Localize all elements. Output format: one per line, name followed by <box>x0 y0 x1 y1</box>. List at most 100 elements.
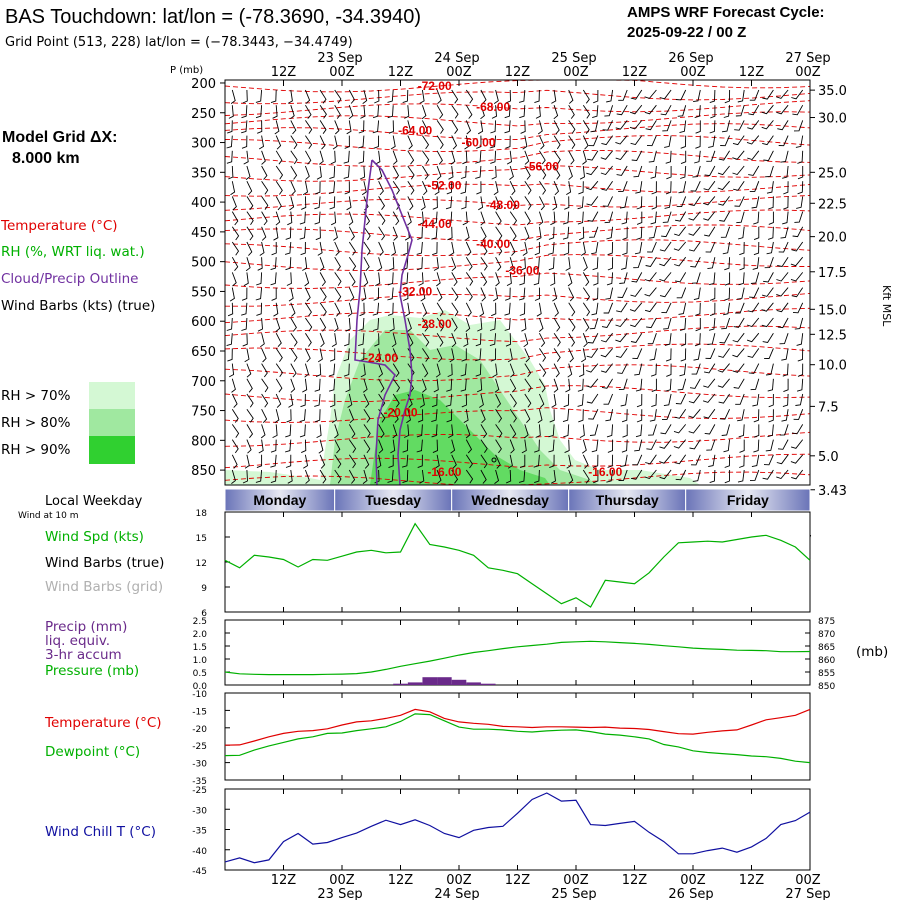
wind-barb <box>480 469 487 484</box>
time-label: 12Z <box>388 65 414 80</box>
wind-barb <box>704 424 716 435</box>
wind-barb <box>319 135 326 150</box>
wind-barb <box>666 363 672 377</box>
wind-barb <box>246 363 252 378</box>
wind-barb <box>753 409 760 423</box>
wind-barb <box>673 439 687 449</box>
isotherm-line <box>224 343 811 361</box>
wind-barb <box>582 333 588 348</box>
wind-barb <box>524 393 532 408</box>
wind-barb <box>777 256 789 268</box>
wind-barb <box>601 180 613 191</box>
wind-barb <box>615 332 628 343</box>
wind-barb <box>227 348 233 362</box>
wind-barb <box>553 181 560 196</box>
wind-barb <box>645 454 657 465</box>
wind-barb <box>348 241 356 256</box>
wind-barb <box>257 120 263 134</box>
wind-barb <box>765 439 774 452</box>
wind-barb <box>719 211 730 222</box>
wind-barb <box>243 150 249 165</box>
wind-barb <box>579 424 585 438</box>
wind-barb <box>228 105 234 119</box>
wind-barb <box>246 424 254 439</box>
wind-barb <box>648 226 657 239</box>
wind-barb <box>261 348 267 363</box>
wind-barb <box>605 287 614 300</box>
wind-barb <box>693 348 701 361</box>
wind-barb <box>601 378 613 389</box>
height-tick-label: 25.0 <box>818 166 847 181</box>
wind-barb <box>677 105 687 117</box>
time-label: 00Z <box>563 65 589 80</box>
wind-barb <box>387 287 394 301</box>
wind-barb <box>586 393 599 404</box>
wind-barb <box>665 348 672 362</box>
wind-barb <box>416 424 423 438</box>
wind-barb <box>261 408 268 423</box>
weekday-label: Tuesday <box>365 492 421 508</box>
temp-dewpoint-panel: Temperature (°C) Dewpoint (°C) -35 -30 -25… <box>44 690 811 787</box>
wind-barb <box>329 348 336 362</box>
wind-barb <box>359 302 365 317</box>
wind-barb <box>333 226 338 241</box>
y-tick-label: -35 <box>192 777 207 787</box>
y2-tick-label: 865 <box>818 643 835 653</box>
y2-tick-label: 870 <box>818 630 835 640</box>
wind-barb <box>702 196 716 206</box>
wind-barb <box>360 105 366 119</box>
wind-barb <box>261 393 269 408</box>
wind-barb <box>794 317 804 330</box>
isotherm-label: -60.00 <box>461 136 495 150</box>
weekday-label: Thursday <box>596 492 659 508</box>
wind-barb <box>436 150 443 165</box>
wind-barb <box>422 317 429 332</box>
wind-barb <box>791 287 804 298</box>
time-label: 12Z <box>388 873 414 888</box>
wind-barb <box>747 348 760 358</box>
wind-barb <box>522 135 528 150</box>
wind-barb <box>290 348 298 362</box>
wind-barb <box>732 165 745 176</box>
wind-barb <box>733 378 745 389</box>
y-tick-label: -10 <box>192 690 207 700</box>
wind-barb <box>275 348 283 362</box>
wind-barb <box>391 241 397 256</box>
wind-barb <box>242 333 248 347</box>
temperature-line <box>224 708 811 746</box>
wind-barb <box>782 211 789 225</box>
wind-barb <box>358 135 365 149</box>
wind-speed-line <box>224 522 811 608</box>
wind-barb <box>582 302 591 317</box>
wind-barb <box>646 439 657 450</box>
wind-barb <box>717 165 730 176</box>
wind-barb <box>591 302 599 316</box>
wind-barb <box>436 348 443 363</box>
wind-barb <box>451 272 458 287</box>
wind-barb <box>290 363 297 378</box>
wind-barb <box>245 257 251 272</box>
isotherm-line <box>224 123 811 140</box>
wind-barb <box>402 89 409 104</box>
wind-barb <box>449 348 455 363</box>
wind-barb <box>361 181 367 196</box>
wind-barb <box>650 165 657 179</box>
wind-barb <box>304 469 310 484</box>
wind-barb <box>270 454 277 468</box>
wind-barb <box>776 287 789 297</box>
y2-tick-label: 855 <box>818 669 835 679</box>
isotherm-line <box>224 89 811 105</box>
wind-barb <box>630 317 643 328</box>
wind-barb <box>552 287 558 302</box>
wind-barb <box>582 120 590 134</box>
wind-barb <box>495 226 503 241</box>
wind-barb <box>229 287 235 302</box>
precip-bar <box>451 679 467 685</box>
wind-barb <box>258 135 264 150</box>
isotherm-label: -24.00 <box>364 351 398 365</box>
wind-barb <box>585 180 599 191</box>
wind-barb <box>362 469 368 484</box>
wind-barb <box>304 348 311 363</box>
wind-barb <box>593 89 599 104</box>
wind-panel: Wind at 10 m Wind Spd (kts) Wind Barbs (… <box>18 509 812 619</box>
